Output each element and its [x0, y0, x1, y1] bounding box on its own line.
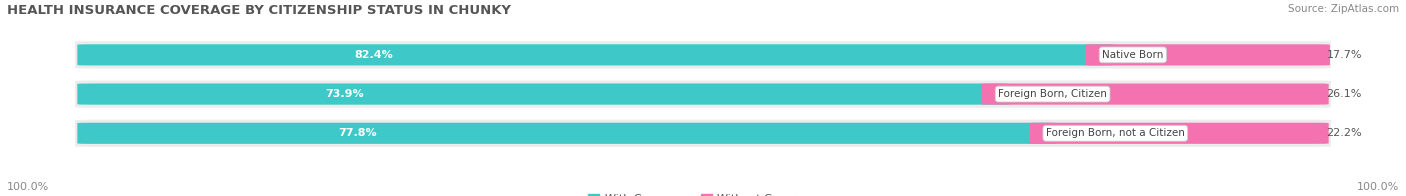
Text: 22.2%: 22.2% [1326, 128, 1361, 138]
Text: Source: ZipAtlas.com: Source: ZipAtlas.com [1288, 4, 1399, 14]
Text: 82.4%: 82.4% [354, 50, 394, 60]
Text: 100.0%: 100.0% [7, 182, 49, 192]
FancyBboxPatch shape [1085, 44, 1330, 65]
Text: 17.7%: 17.7% [1327, 50, 1362, 60]
FancyBboxPatch shape [981, 83, 1329, 105]
Text: Foreign Born, Citizen: Foreign Born, Citizen [998, 89, 1107, 99]
Text: 26.1%: 26.1% [1326, 89, 1361, 99]
Text: Foreign Born, not a Citizen: Foreign Born, not a Citizen [1046, 128, 1185, 138]
Legend: With Coverage, Without Coverage: With Coverage, Without Coverage [583, 190, 823, 196]
FancyBboxPatch shape [75, 41, 1331, 69]
FancyBboxPatch shape [75, 119, 1331, 147]
FancyBboxPatch shape [77, 83, 1010, 105]
Text: HEALTH INSURANCE COVERAGE BY CITIZENSHIP STATUS IN CHUNKY: HEALTH INSURANCE COVERAGE BY CITIZENSHIP… [7, 4, 510, 17]
Text: 100.0%: 100.0% [1357, 182, 1399, 192]
FancyBboxPatch shape [77, 123, 1057, 144]
Text: 73.9%: 73.9% [325, 89, 364, 99]
FancyBboxPatch shape [75, 80, 1331, 108]
FancyBboxPatch shape [1029, 123, 1329, 144]
FancyBboxPatch shape [77, 44, 1114, 65]
Text: 77.8%: 77.8% [339, 128, 377, 138]
Text: Native Born: Native Born [1102, 50, 1164, 60]
